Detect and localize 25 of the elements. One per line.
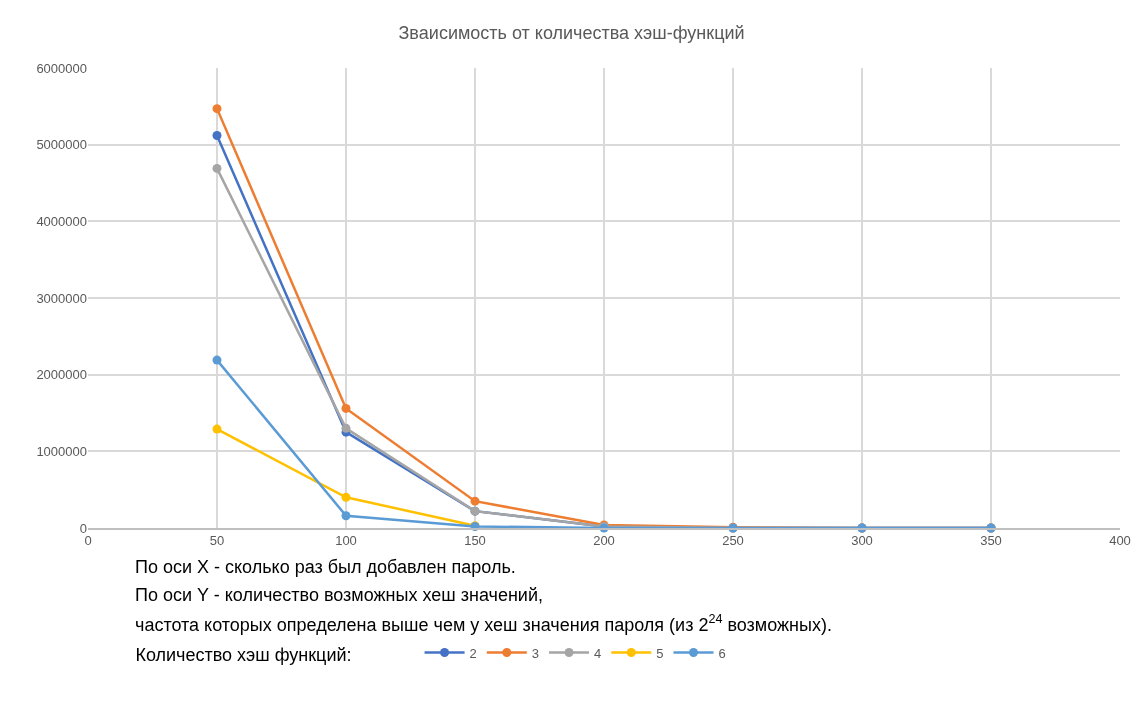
x-tick-label: 200: [593, 533, 615, 549]
y-tick-label: 2000000: [36, 367, 87, 383]
x-tick-label: 100: [335, 533, 357, 549]
y-tick-label: 4000000: [36, 213, 87, 229]
x-tick-label: 150: [464, 533, 486, 549]
y-tick-label: 1000000: [36, 443, 87, 459]
x-tick-label: 50: [209, 533, 225, 549]
text: По оси Y - количество возможных хеш значений,: [135, 585, 543, 605]
legend-label: 2: [469, 645, 477, 661]
text: частота которых определена выше чем у хеш значения пароля (из 2$^{24}$ возможных).: [135, 612, 832, 635]
legend-label: 4: [594, 645, 602, 661]
y-tick-label: 6000000: [36, 60, 87, 76]
x-tick-label: 250: [722, 533, 744, 549]
x-tick-label: 400: [1109, 533, 1131, 549]
legend-label: 6: [718, 645, 726, 661]
y-tick-label: 0: [79, 520, 87, 536]
y-tick-label: 5000000: [36, 137, 87, 153]
legend-label: 5: [656, 645, 664, 661]
legend-title: Количество хэш функций:: [135, 644, 412, 665]
x-tick-label: 350: [980, 533, 1002, 549]
x-tick-label: 300: [851, 533, 873, 549]
text: По оси X - сколько раз был добавлен пароль.: [135, 557, 516, 577]
y-tick-label: 3000000: [36, 290, 87, 306]
chart-title: Звaисимость от количества хэш-функций: [398, 22, 745, 43]
legend-label: 3: [531, 645, 540, 661]
